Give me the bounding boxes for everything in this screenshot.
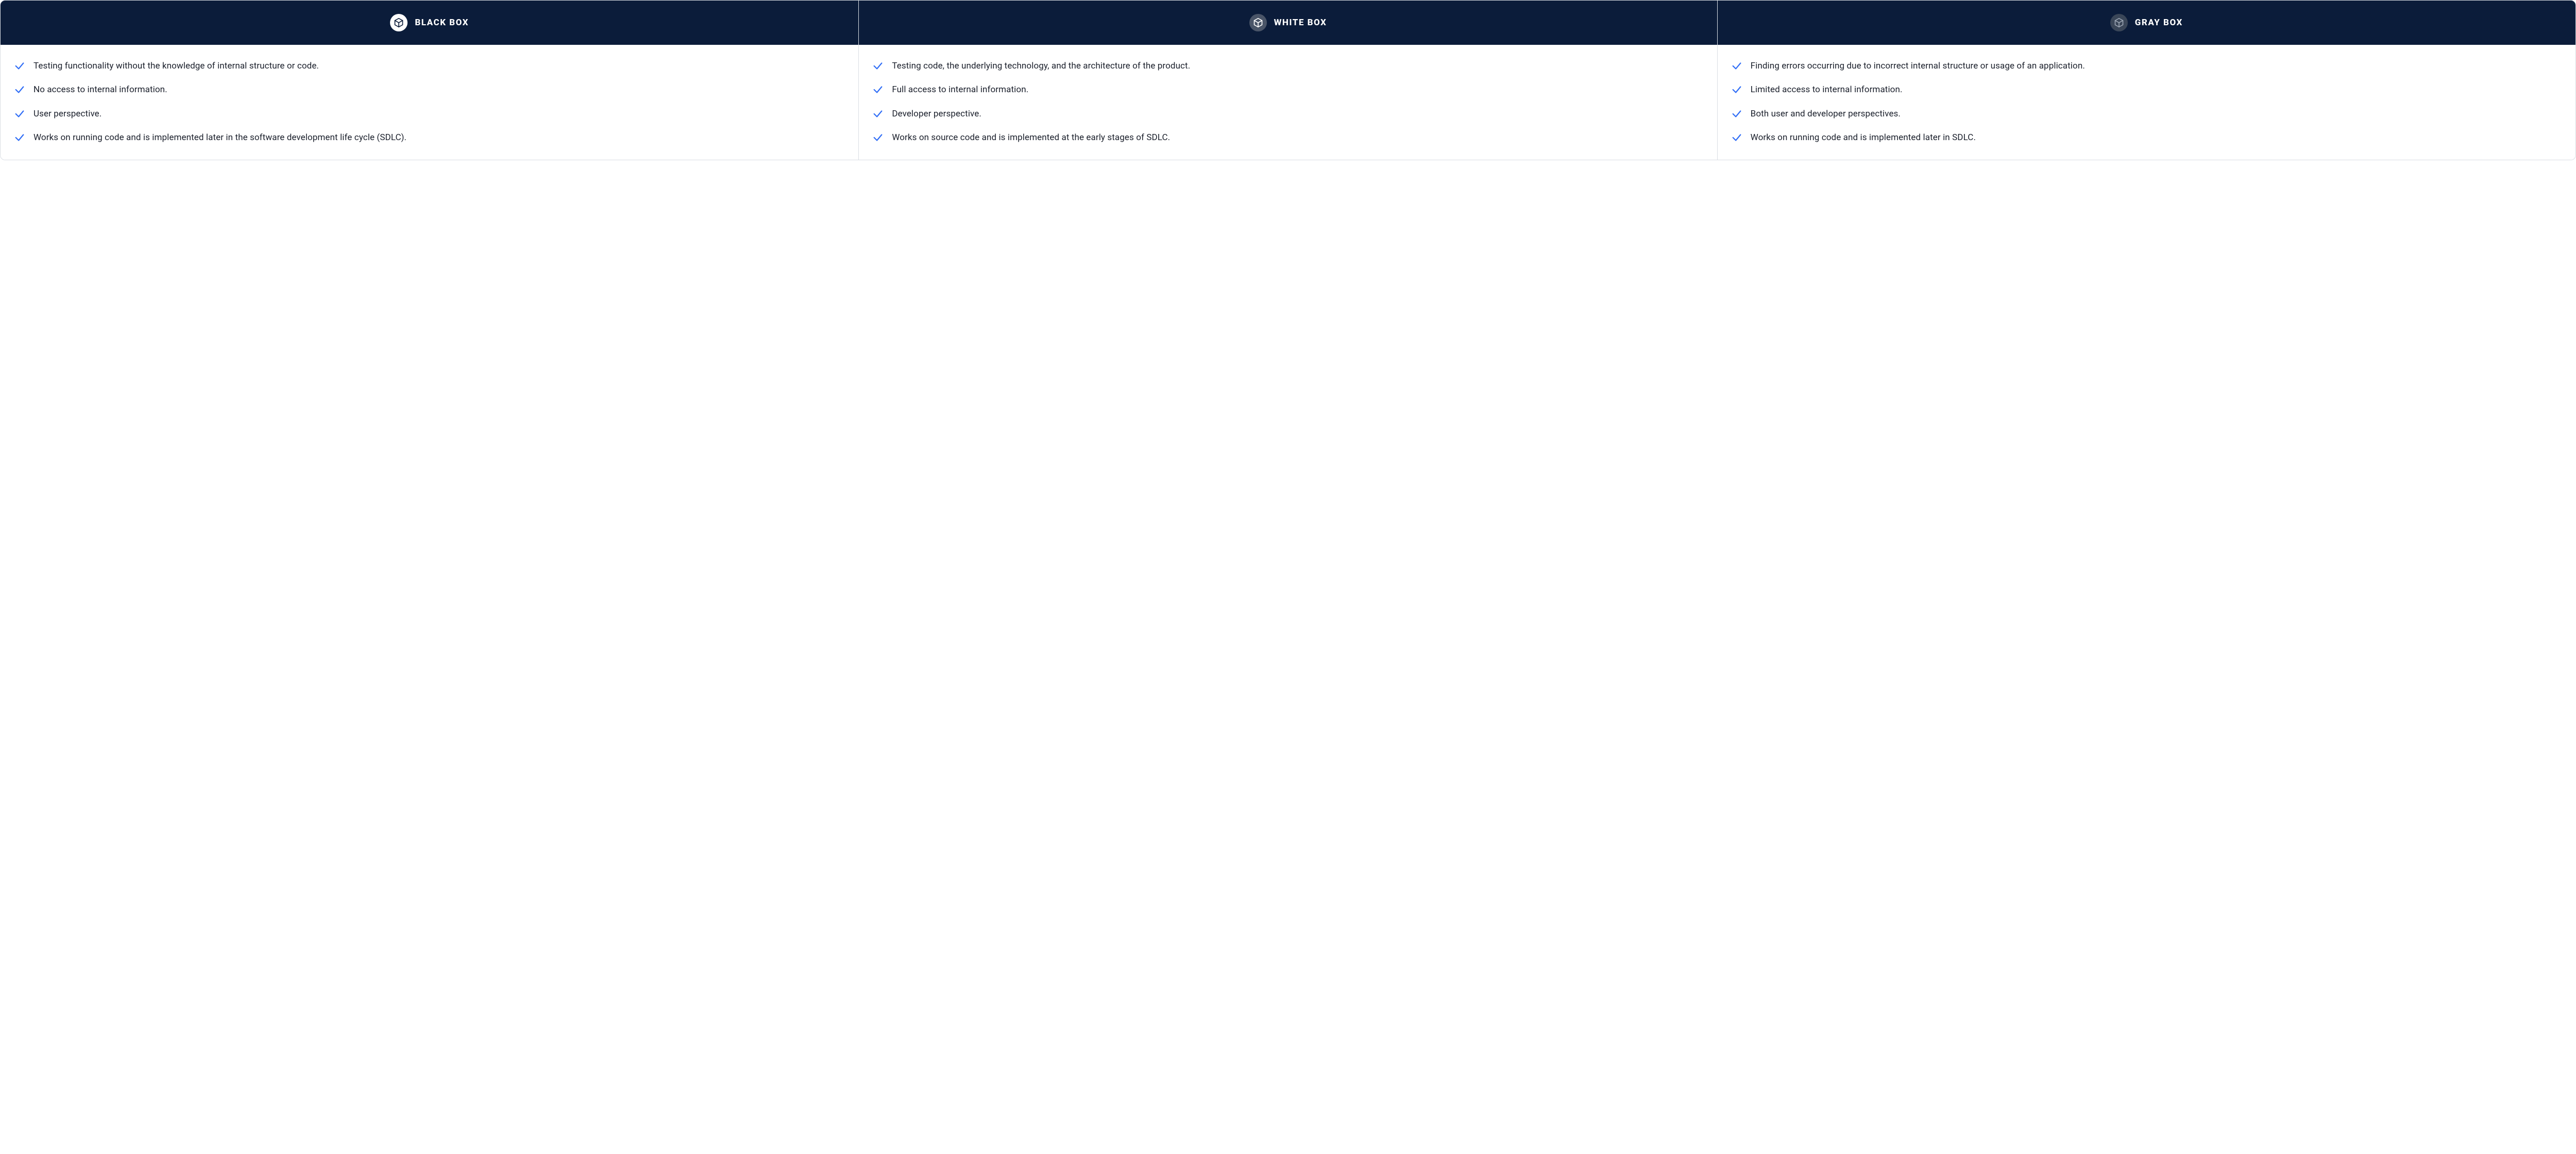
- feature-text: Works on running code and is implemented…: [33, 131, 406, 144]
- feature-item: Both user and developer perspectives.: [1731, 107, 2562, 121]
- column-body-black-box: Testing functionality without the knowle…: [1, 45, 858, 160]
- box-icon: [1249, 14, 1267, 31]
- feature-text: User perspective.: [33, 107, 101, 121]
- testing-boxes-comparison: BLACK BOX Testing functionality without …: [0, 0, 2576, 160]
- check-icon: [14, 84, 25, 95]
- column-title: WHITE BOX: [1274, 18, 1327, 28]
- column-header-white-box: WHITE BOX: [859, 1, 1717, 45]
- feature-item: Works on running code and is implemented…: [14, 131, 845, 144]
- check-icon: [872, 84, 884, 95]
- check-icon: [14, 132, 25, 143]
- check-icon: [872, 108, 884, 120]
- feature-item: User perspective.: [14, 107, 845, 121]
- check-icon: [872, 60, 884, 72]
- column-body-gray-box: Finding errors occurring due to incorrec…: [1718, 45, 2575, 160]
- feature-item: Limited access to internal information.: [1731, 83, 2562, 96]
- column-title: GRAY BOX: [2135, 18, 2183, 28]
- feature-item: Works on running code and is implemented…: [1731, 131, 2562, 144]
- column-white-box: WHITE BOX Testing code, the underlying t…: [859, 1, 1717, 160]
- check-icon: [14, 60, 25, 72]
- feature-text: Testing functionality without the knowle…: [33, 59, 319, 73]
- feature-item: Testing code, the underlying technology,…: [872, 59, 1703, 73]
- feature-item: Testing functionality without the knowle…: [14, 59, 845, 73]
- feature-text: Full access to internal information.: [892, 83, 1028, 96]
- feature-text: No access to internal information.: [33, 83, 167, 96]
- check-icon: [14, 108, 25, 120]
- check-icon: [872, 132, 884, 143]
- box-icon: [390, 14, 408, 31]
- check-icon: [1731, 60, 1742, 72]
- check-icon: [1731, 132, 1742, 143]
- column-body-white-box: Testing code, the underlying technology,…: [859, 45, 1717, 160]
- column-header-black-box: BLACK BOX: [1, 1, 858, 45]
- check-icon: [1731, 84, 1742, 95]
- feature-text: Testing code, the underlying technology,…: [892, 59, 1190, 73]
- feature-item: Developer perspective.: [872, 107, 1703, 121]
- feature-text: Limited access to internal information.: [1751, 83, 1903, 96]
- feature-text: Works on running code and is implemented…: [1751, 131, 1976, 144]
- feature-text: Finding errors occurring due to incorrec…: [1751, 59, 2085, 73]
- check-icon: [1731, 108, 1742, 120]
- feature-text: Both user and developer perspectives.: [1751, 107, 1901, 121]
- column-title: BLACK BOX: [415, 18, 469, 28]
- column-gray-box: GRAY BOX Finding errors occurring due to…: [1718, 1, 2575, 160]
- column-header-gray-box: GRAY BOX: [1718, 1, 2575, 45]
- box-icon: [2110, 14, 2128, 31]
- feature-item: Works on source code and is implemented …: [872, 131, 1703, 144]
- feature-item: No access to internal information.: [14, 83, 845, 96]
- feature-item: Finding errors occurring due to incorrec…: [1731, 59, 2562, 73]
- feature-item: Full access to internal information.: [872, 83, 1703, 96]
- feature-text: Developer perspective.: [892, 107, 981, 121]
- column-black-box: BLACK BOX Testing functionality without …: [1, 1, 859, 160]
- feature-text: Works on source code and is implemented …: [892, 131, 1170, 144]
